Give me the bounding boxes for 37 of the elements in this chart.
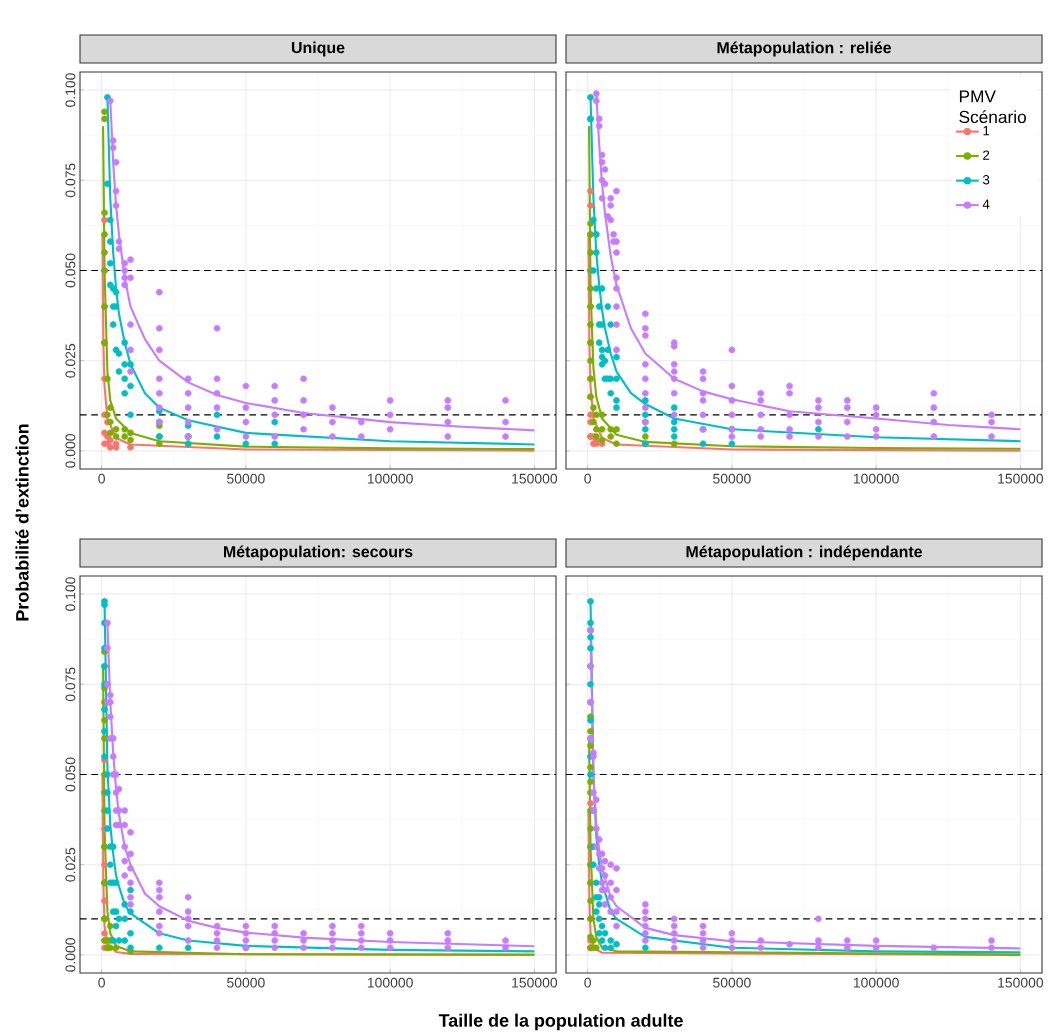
x-axis-title: Taille de la population adulte (438, 1013, 683, 1031)
legend-label: 1 (983, 126, 990, 136)
x-tick-label: 50000 (227, 473, 265, 484)
x-tick-label: 0 (98, 473, 105, 484)
x-tick-label: 150000 (998, 473, 1044, 484)
chart-title: Métapopulation : reliée (717, 41, 891, 57)
chart-title: Métapopulation : indépendante (686, 545, 922, 561)
x-tick-label: 0 (98, 977, 105, 988)
x-tick-label: 100000 (853, 473, 899, 484)
y-tick-label: 0.050 (65, 253, 76, 288)
y-tick-label: 0.100 (65, 73, 76, 107)
x-tick-label: 100000 (367, 977, 413, 988)
x-tick-label: 100000 (853, 977, 899, 988)
chart-title: Unique (291, 41, 345, 57)
y-tick-label: 0.100 (65, 577, 76, 611)
y-tick-label: 0.075 (65, 667, 76, 702)
y-tick-label: 0.000 (65, 938, 76, 972)
y-tick-label: 0.050 (65, 757, 76, 792)
x-tick-label: 150000 (512, 977, 558, 988)
chart-title: Métapopulation: secours (224, 545, 413, 561)
legend-label: 3 (982, 175, 990, 185)
x-tick-label: 50000 (713, 977, 751, 988)
x-tick-label: 100000 (367, 473, 413, 484)
legend-title: PMV Scénario (959, 90, 1026, 124)
x-tick-label: 0 (584, 473, 591, 484)
x-tick-label: 150000 (512, 473, 558, 484)
legend-label: 2 (983, 150, 990, 160)
y-tick-label: 0.075 (65, 163, 76, 198)
y-axis-title: Probabilité d’extinction (15, 424, 29, 621)
y-tick-label: 0.025 (65, 847, 76, 882)
y-tick-label: 0.000 (65, 434, 76, 468)
x-tick-label: 0 (584, 977, 591, 988)
x-tick-label: 50000 (713, 473, 751, 484)
y-tick-label: 0.025 (65, 343, 76, 378)
legend-label: 4 (982, 199, 990, 209)
x-tick-label: 150000 (998, 977, 1044, 988)
x-tick-label: 50000 (227, 977, 265, 988)
